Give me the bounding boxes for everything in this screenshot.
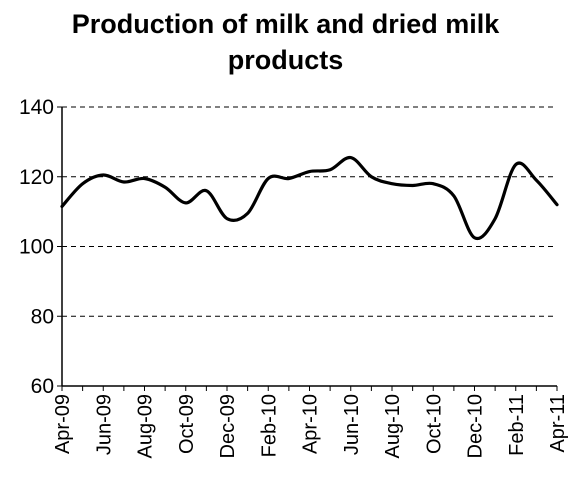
y-tick-label-120: 120 [19,166,54,189]
x-tick-label: Oct-10 [423,394,445,454]
x-axis-ticks: Apr-09 Jun-09 Aug-09 Oct-09 Dec-09 Feb-10 Apr-… [52,386,569,459]
data-point [81,182,84,185]
data-point [370,175,373,178]
data-point [122,180,126,184]
data-point [102,173,105,177]
x-tick-label: Dec-09 [217,394,239,458]
y-axis-ticks: 60 80 100 120 140 [19,96,62,398]
x-tick-label: Feb-11 [506,394,528,456]
data-point [308,170,311,173]
data-point [143,177,146,180]
data-point [287,177,291,180]
x-tick-label: Jun-09 [93,394,115,455]
data-point [514,163,517,166]
data-point [163,186,167,189]
chart-title-line-1: Production of milk and dried milk [71,9,500,39]
data-point [555,203,559,206]
y-tick-label-60: 60 [31,375,54,398]
x-tick-label: Jun-10 [341,394,363,455]
data-point [432,182,435,185]
data-point [225,217,229,220]
series-group [60,155,559,241]
y-tick-label-140: 140 [19,96,54,119]
data-point [267,177,270,180]
data-point [473,236,476,239]
data-point [184,201,187,205]
x-tick-label: Apr-09 [52,394,74,454]
data-point [390,182,394,185]
y-tick-label-100: 100 [19,236,54,259]
data-point [60,205,64,208]
x-tick-label: Apr-10 [300,394,322,454]
data-point [411,184,414,187]
x-tick-label: Aug-10 [382,394,404,459]
data-point [493,217,497,220]
data-point [205,189,208,192]
data-point [349,156,352,159]
x-tick-label: Oct-09 [176,394,198,454]
y-tick-label-80: 80 [31,305,54,328]
x-tick-label: Feb-10 [258,394,280,457]
chart-title: Production of milk and dried milk produc… [0,6,571,78]
x-tick-label: Apr-11 [547,394,569,453]
x-tick-label: Dec-10 [465,394,487,458]
data-point [328,168,332,171]
data-point [246,212,249,215]
data-point [535,179,538,182]
series-line-0 [60,155,559,241]
x-tick-label: Aug-09 [135,394,157,459]
data-point [452,194,456,198]
grid-lines [62,106,557,317]
chart-title-line-2: products [227,45,344,75]
